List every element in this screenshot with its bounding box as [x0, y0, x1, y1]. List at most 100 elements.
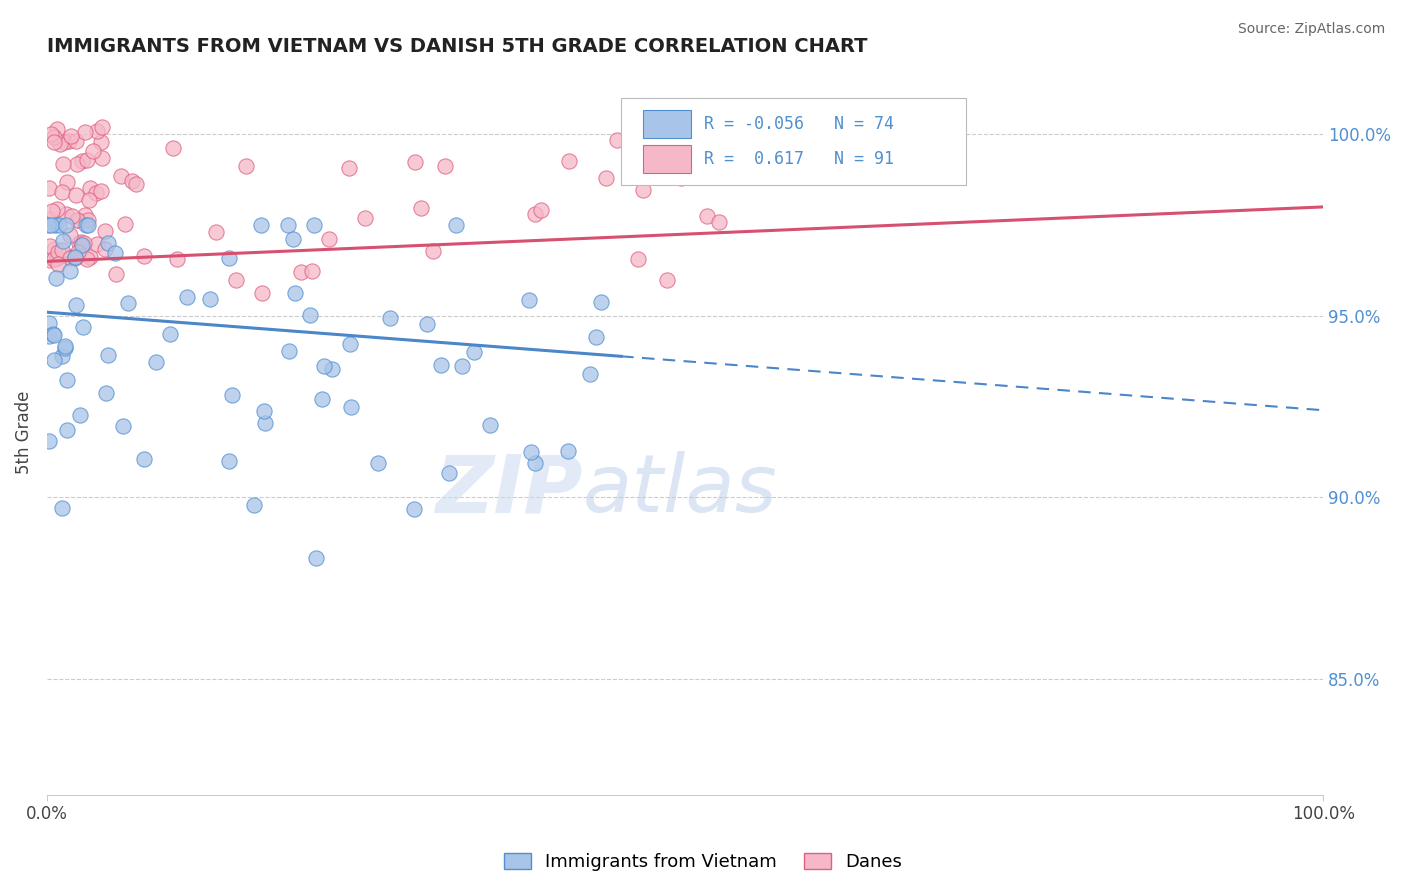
Point: [134, 451, 156, 466]
Point: [86, 237, 108, 252]
Point: [557, 444, 579, 458]
Point: [517, 293, 540, 307]
Point: [124, 177, 146, 191]
Point: [38, 180, 60, 194]
Point: [94, 385, 117, 400]
FancyBboxPatch shape: [621, 98, 966, 186]
Point: [73, 125, 96, 139]
Point: [478, 418, 501, 433]
Point: [76, 252, 98, 266]
Point: [59, 264, 82, 278]
Point: [90, 151, 112, 165]
Point: [60, 209, 83, 223]
Point: [79, 250, 101, 264]
Point: [37, 218, 59, 232]
Point: [52, 157, 75, 171]
Point: [44, 218, 66, 232]
Point: [707, 215, 730, 229]
Point: [70, 235, 93, 250]
Point: [67, 235, 90, 250]
Point: [242, 498, 264, 512]
Point: [318, 232, 340, 246]
Point: [321, 362, 343, 376]
Point: [253, 416, 276, 430]
Point: [51, 185, 73, 199]
Point: [437, 466, 460, 480]
Point: [76, 153, 98, 167]
Point: [66, 212, 89, 227]
Point: [51, 501, 73, 516]
Text: atlas: atlas: [583, 451, 778, 529]
Point: [51, 350, 73, 364]
Point: [524, 456, 547, 470]
FancyBboxPatch shape: [643, 111, 692, 138]
Point: [110, 169, 132, 183]
Point: [162, 141, 184, 155]
Point: [52, 234, 75, 248]
Point: [42, 135, 65, 149]
Point: [434, 159, 457, 173]
Point: [415, 317, 437, 331]
Point: [654, 169, 676, 184]
Point: [38, 328, 60, 343]
Point: [311, 392, 333, 406]
Point: [579, 367, 602, 381]
Point: [42, 327, 65, 342]
Point: [90, 184, 112, 198]
Point: [49, 137, 72, 152]
Point: [41, 204, 63, 219]
Point: [79, 193, 101, 207]
Point: [97, 348, 120, 362]
Point: [90, 136, 112, 150]
Text: ZIP: ZIP: [436, 451, 583, 529]
Point: [302, 218, 325, 232]
Point: [53, 339, 76, 353]
Point: [42, 327, 65, 342]
Point: [63, 250, 86, 264]
Point: [67, 245, 90, 260]
Point: [299, 308, 322, 322]
Point: [591, 294, 613, 309]
Point: [314, 359, 336, 373]
Point: [422, 244, 444, 259]
Point: [72, 238, 94, 252]
Text: IMMIGRANTS FROM VIETNAM VS DANISH 5TH GRADE CORRELATION CHART: IMMIGRANTS FROM VIETNAM VS DANISH 5TH GR…: [46, 37, 868, 56]
Point: [444, 218, 467, 232]
Point: [225, 273, 247, 287]
Point: [39, 127, 62, 141]
Point: [595, 170, 617, 185]
Point: [48, 218, 70, 232]
Point: [72, 319, 94, 334]
Point: [669, 170, 692, 185]
Point: [176, 290, 198, 304]
Text: R = -0.056   N = 74: R = -0.056 N = 74: [704, 115, 894, 133]
Point: [73, 235, 96, 250]
Point: [305, 550, 328, 565]
Point: [42, 252, 65, 266]
Point: [77, 218, 100, 232]
Point: [42, 242, 65, 256]
Point: [53, 341, 76, 355]
Point: [55, 218, 77, 232]
Point: [55, 207, 77, 221]
Point: [218, 251, 240, 265]
Point: [430, 358, 453, 372]
Point: [277, 344, 299, 359]
Point: [166, 252, 188, 266]
Point: [221, 388, 243, 402]
Point: [696, 210, 718, 224]
Point: [56, 373, 79, 387]
Point: [93, 224, 115, 238]
Point: [46, 202, 69, 216]
Point: [378, 310, 401, 325]
Point: [530, 202, 553, 217]
Point: [39, 253, 62, 268]
Text: R =  0.617   N = 91: R = 0.617 N = 91: [704, 150, 894, 168]
Point: [117, 296, 139, 310]
Point: [159, 327, 181, 342]
Point: [59, 250, 82, 264]
Point: [77, 212, 100, 227]
Point: [339, 337, 361, 351]
Point: [69, 408, 91, 422]
Point: [557, 153, 579, 168]
